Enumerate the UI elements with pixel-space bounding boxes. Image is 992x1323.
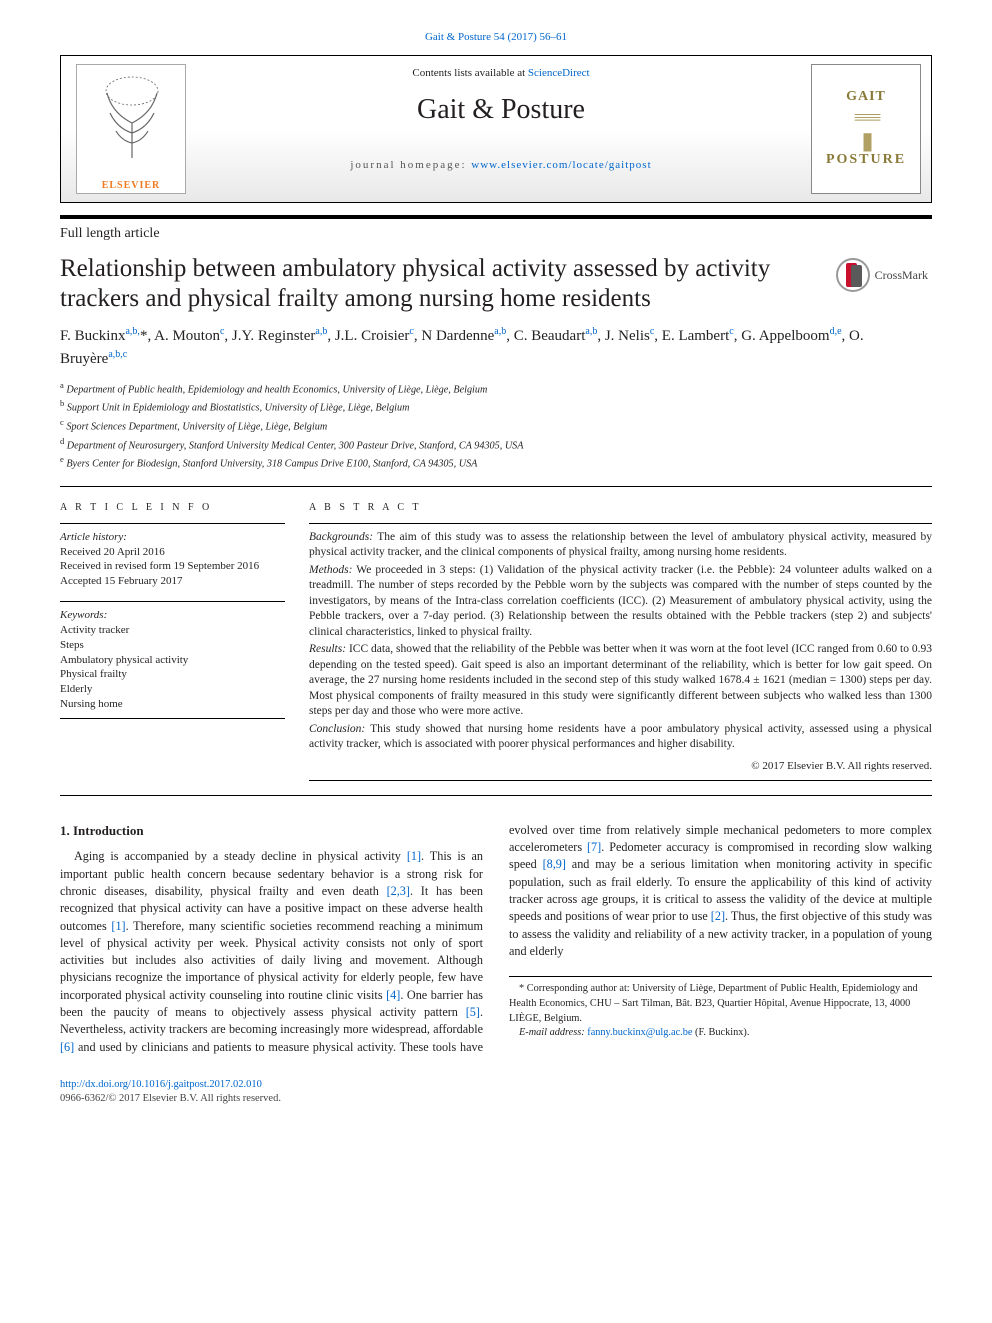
journal-reference: Gait & Posture 54 (2017) 56–61 xyxy=(60,30,932,45)
crossmark-label: CrossMark xyxy=(875,267,928,283)
abstract-column: A B S T R A C T Backgrounds: The aim of … xyxy=(309,501,932,781)
keywords-label: Keywords: xyxy=(60,608,285,623)
doi-block: http://dx.doi.org/10.1016/j.gaitpost.201… xyxy=(60,1078,932,1106)
ref-link-2[interactable]: [2] xyxy=(711,909,725,923)
article-title: Relationship between ambulatory physical… xyxy=(60,254,818,314)
elsevier-logo: ELSEVIER xyxy=(76,64,186,194)
ref-link-4[interactable]: [4] xyxy=(386,988,400,1002)
publisher-name: ELSEVIER xyxy=(102,179,161,193)
email-line: E-mail address: fanny.buckinx@ulg.ac.be … xyxy=(509,1026,932,1041)
journal-homepage-line: journal homepage: www.elsevier.com/locat… xyxy=(201,158,801,173)
article-history-block: Article history: Received 20 April 2016 … xyxy=(60,523,285,589)
journal-header-box: ELSEVIER Contents lists available at Sci… xyxy=(60,55,932,203)
authors-list: F. Buckinxa,b,*, A. Moutonc, J.Y. Regins… xyxy=(60,324,932,371)
corresponding-author-text: * Corresponding author at: University of… xyxy=(509,982,932,1026)
body-two-column: 1. Introduction Aging is accompanied by … xyxy=(60,822,932,1056)
thick-divider xyxy=(60,215,932,219)
ref-link-1b[interactable]: [1] xyxy=(111,919,125,933)
received-date: Received 20 April 2016 xyxy=(60,545,285,560)
divider xyxy=(60,486,932,487)
journal-name: Gait & Posture xyxy=(201,91,801,129)
history-label: Article history: xyxy=(60,530,285,545)
email-label: E-mail address: xyxy=(519,1027,587,1038)
journal-ref-link[interactable]: Gait & Posture 54 (2017) 56–61 xyxy=(425,31,567,43)
ref-link-5[interactable]: [5] xyxy=(466,1005,480,1019)
article-info-column: A R T I C L E I N F O Article history: R… xyxy=(60,501,285,781)
crossmark-badge[interactable]: CrossMark xyxy=(832,254,932,296)
journal-cover-thumbnail: GAIT ≡≡≡ |||||||| POSTURE xyxy=(811,64,921,194)
issn-copyright-line: 0966-6362/© 2017 Elsevier B.V. All right… xyxy=(60,1093,281,1104)
corresponding-author-footnote: * Corresponding author at: University of… xyxy=(509,976,932,1040)
accepted-date: Accepted 15 February 2017 xyxy=(60,574,285,589)
text-run: Aging is accompanied by a steady decline… xyxy=(74,849,407,863)
publisher-logo-area: ELSEVIER xyxy=(61,56,201,202)
crossmark-icon xyxy=(836,258,870,292)
header-center: Contents lists available at ScienceDirec… xyxy=(201,56,801,202)
article-type-label: Full length article xyxy=(60,225,932,244)
ref-link-1[interactable]: [1] xyxy=(407,849,421,863)
email-suffix: (F. Buckinx). xyxy=(692,1027,749,1038)
abstract-text: Backgrounds: The aim of this study was t… xyxy=(309,523,932,753)
contents-prefix: Contents lists available at xyxy=(412,67,527,79)
ref-link-7[interactable]: [7] xyxy=(587,840,601,854)
affiliations-list: a Department of Public health, Epidemiol… xyxy=(60,379,932,472)
ref-link-89[interactable]: [8,9] xyxy=(543,857,566,871)
ref-link-23[interactable]: [2,3] xyxy=(387,884,410,898)
doi-link[interactable]: http://dx.doi.org/10.1016/j.gaitpost.201… xyxy=(60,1079,262,1090)
sciencedirect-link[interactable]: ScienceDirect xyxy=(528,67,590,79)
abstract-heading: A B S T R A C T xyxy=(309,501,932,515)
ref-link-6[interactable]: [6] xyxy=(60,1040,74,1054)
contents-available-line: Contents lists available at ScienceDirec… xyxy=(201,66,801,81)
article-info-heading: A R T I C L E I N F O xyxy=(60,501,285,515)
homepage-prefix: journal homepage: xyxy=(350,159,471,171)
elsevier-tree-icon xyxy=(92,73,172,163)
introduction-heading: 1. Introduction xyxy=(60,822,483,840)
homepage-link[interactable]: www.elsevier.com/locate/gaitpost xyxy=(471,159,651,171)
email-link[interactable]: fanny.buckinx@ulg.ac.be xyxy=(587,1027,692,1038)
abstract-bottom-rule xyxy=(309,780,932,781)
abstract-copyright: © 2017 Elsevier B.V. All rights reserved… xyxy=(309,759,932,774)
keywords-block: Keywords: Activity trackerStepsAmbulator… xyxy=(60,601,285,719)
divider xyxy=(60,795,932,796)
revised-date: Received in revised form 19 September 20… xyxy=(60,559,285,574)
cover-thumbnail-area: GAIT ≡≡≡ |||||||| POSTURE xyxy=(801,56,931,202)
cover-title-2: POSTURE xyxy=(826,151,906,170)
keywords-values: Activity trackerStepsAmbulatory physical… xyxy=(60,623,285,712)
